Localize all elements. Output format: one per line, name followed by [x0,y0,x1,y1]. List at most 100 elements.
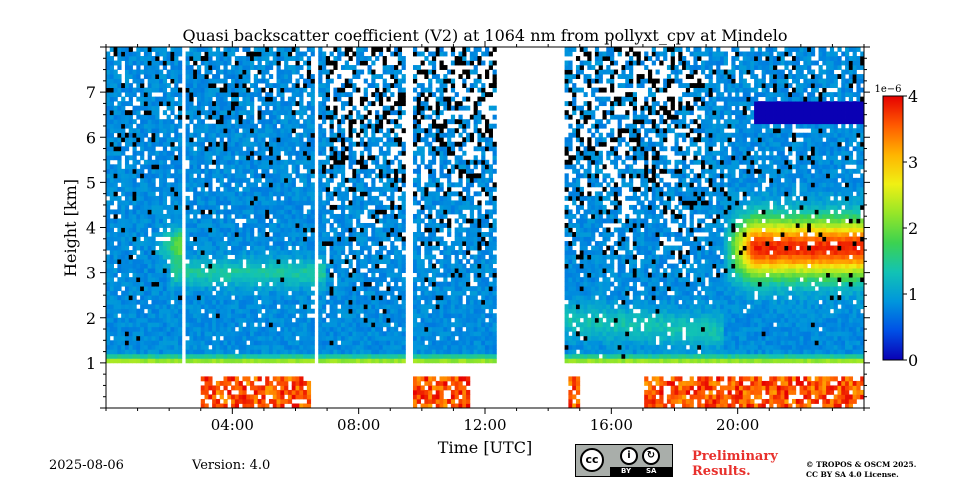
heatmap-cell [333,349,338,355]
heatmap-cell [185,128,190,134]
heatmap-cell [310,200,315,206]
heatmap-cell [420,241,425,246]
heatmap-cell [394,78,399,84]
heatmap-cell [185,132,190,138]
heatmap-cell [147,263,152,269]
heatmap-cell [121,213,126,219]
heatmap-cell [132,245,137,251]
heatmap-cell [189,51,194,57]
heatmap-cell [238,344,243,350]
heatmap-cell [397,78,403,84]
heatmap-cell [390,241,395,246]
heatmap-cell [310,114,315,120]
heatmap-cell [170,123,175,129]
heatmap-cell [227,335,232,341]
heatmap-cell [185,227,190,233]
heatmap-cell [106,177,111,183]
heatmap-cell [344,51,349,57]
heatmap-cell [412,87,418,93]
heatmap-cell [306,299,312,305]
heatmap-cell [231,385,236,391]
heatmap-cell [219,353,224,359]
heatmap-cell [238,245,243,251]
heatmap-cell [242,295,247,301]
heatmap-cell [280,119,285,125]
heatmap-cell [253,87,258,93]
heatmap-cell [276,195,281,201]
heatmap-cell [394,295,399,301]
heatmap-cell [344,353,349,359]
heatmap-cell [352,331,357,337]
heatmap-cell [231,403,236,408]
heatmap-cell [208,123,213,129]
heatmap-cell [344,304,349,310]
heatmap-cell [416,227,421,233]
heatmap-cell [109,195,114,201]
heatmap-cell [212,132,217,138]
heatmap-cell [287,78,293,84]
heatmap-cell [394,277,399,283]
heatmap-cell [340,101,346,107]
heatmap-cell [166,92,171,98]
heatmap-cell [238,317,243,323]
heatmap-cell [265,65,270,70]
heatmap-cell [412,141,418,147]
heatmap-cell [140,87,145,93]
heatmap-cell [178,96,183,102]
heatmap-cell [250,281,255,287]
heatmap-cell [363,313,368,319]
heatmap-cell [208,299,213,305]
heatmap-cell [185,200,190,206]
heatmap-cell [162,141,168,147]
heatmap-cell [174,60,179,66]
heatmap-cell [174,191,179,197]
heatmap-cell [397,137,403,143]
heatmap-cell [344,191,349,197]
heatmap-cell [212,218,217,224]
heatmap-cell [412,128,418,134]
heatmap-cell [166,281,171,287]
heatmap-cell [397,60,403,66]
heatmap-cell [208,385,213,391]
heatmap-cell [208,177,213,183]
heatmap-cell [196,56,202,61]
heatmap-cell [363,47,368,52]
heatmap-cell [234,376,240,382]
heatmap-cell [215,268,221,274]
heatmap-cell [219,87,224,93]
heatmap-cell [170,200,175,206]
heatmap-cell [356,56,361,61]
heatmap-cell [268,110,274,116]
heatmap-cell [322,232,327,237]
heatmap-cell [159,209,164,215]
heatmap-cell [378,322,384,328]
heatmap-cell [318,250,323,255]
heatmap-cell [382,173,387,179]
heatmap-cell [113,155,118,161]
heatmap-cell [257,349,262,355]
heatmap-cell [106,299,111,305]
heatmap-cell [284,277,289,283]
heatmap-cell [124,83,130,89]
heatmap-cell [196,51,202,57]
heatmap-cell [318,317,323,323]
heatmap-cell [204,123,209,129]
heatmap-cell [121,236,126,242]
heatmap-cell [231,110,236,116]
heatmap-cell [132,358,137,364]
heatmap-cell [306,353,312,359]
heatmap-cell [303,177,308,183]
heatmap-cell [291,218,296,224]
heatmap-cell [170,146,175,152]
heatmap-cell [109,146,114,152]
heatmap-cell [333,150,338,156]
heatmap-cell [284,137,289,143]
heatmap-cell [401,290,406,296]
heatmap-cell [318,236,323,242]
heatmap-cell [363,277,368,283]
heatmap-cell [117,245,122,251]
heatmap-cell [340,105,346,111]
heatmap-cell [140,101,145,107]
heatmap-cell [287,344,293,350]
heatmap-cell [106,222,111,228]
